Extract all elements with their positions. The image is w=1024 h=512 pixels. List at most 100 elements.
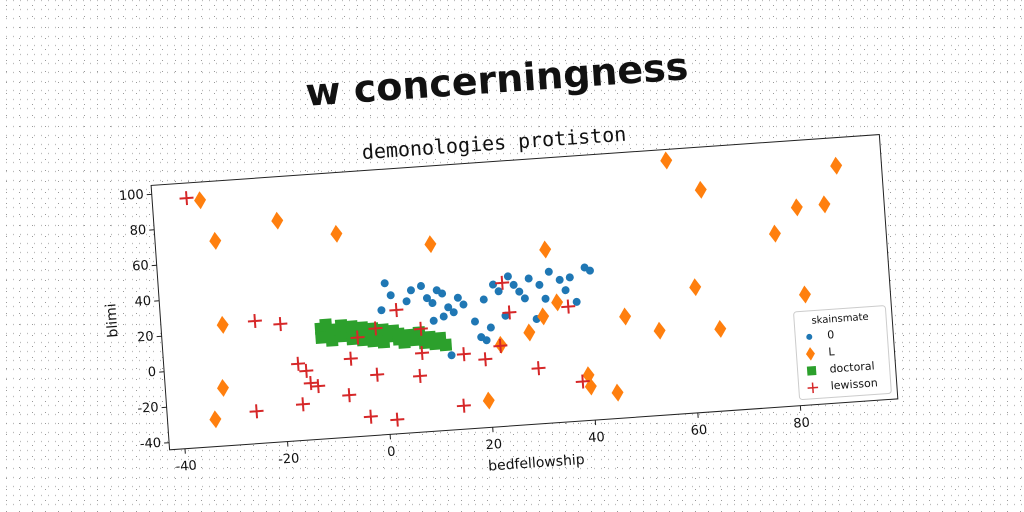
point (660, 151, 673, 170)
y-tick-label: -40 (139, 436, 161, 452)
point (714, 319, 727, 338)
point (299, 363, 314, 378)
point (303, 376, 318, 391)
point (694, 180, 707, 199)
point (798, 285, 811, 304)
point (768, 224, 781, 243)
point (439, 338, 453, 352)
point (439, 312, 448, 321)
point (482, 391, 495, 410)
point (216, 315, 229, 334)
point (478, 352, 493, 367)
point (523, 323, 536, 342)
point (389, 302, 404, 318)
point (368, 321, 383, 336)
legend-marker (807, 382, 819, 394)
point (561, 286, 570, 295)
point (551, 293, 564, 312)
x-axis-label: bedfellowship (488, 452, 586, 475)
point (449, 308, 458, 317)
point (456, 398, 471, 413)
point (406, 286, 415, 295)
point (315, 331, 328, 344)
point (179, 191, 194, 206)
x-tick-label: 40 (588, 430, 606, 446)
point (422, 294, 431, 303)
point (544, 267, 553, 276)
point (541, 294, 550, 303)
point (689, 278, 702, 297)
point (343, 351, 358, 366)
point (459, 300, 468, 309)
chart-title: w concerningness (304, 44, 690, 115)
point (291, 356, 306, 371)
point (495, 275, 510, 290)
point (790, 198, 803, 217)
point (416, 282, 425, 291)
point (273, 316, 288, 332)
point (311, 379, 326, 394)
point (494, 287, 503, 296)
point (515, 287, 524, 296)
point (271, 211, 284, 230)
point (537, 307, 550, 326)
y-tick-label: 40 (134, 294, 152, 310)
point (247, 313, 262, 329)
plot-frame (150, 133, 899, 451)
point (493, 338, 508, 353)
point (350, 330, 365, 345)
point (377, 306, 386, 315)
point (503, 272, 512, 281)
point (509, 280, 518, 289)
point (447, 351, 456, 360)
point (390, 412, 405, 427)
point (489, 280, 498, 289)
point (830, 156, 843, 175)
x-tick-label: 60 (690, 423, 708, 439)
point (209, 410, 222, 429)
point (555, 275, 564, 284)
point (386, 291, 395, 300)
point (429, 316, 438, 325)
point (370, 367, 385, 382)
point (619, 307, 632, 326)
point (380, 279, 389, 288)
y-tick-label: 80 (129, 223, 147, 239)
legend-box (793, 305, 892, 401)
y-axis-label: blimi (103, 303, 121, 338)
point (363, 409, 378, 424)
x-tick-label: 0 (387, 445, 396, 461)
point (438, 289, 447, 298)
point (539, 240, 552, 259)
legend-title: skainsmate (811, 312, 869, 327)
point (585, 266, 594, 275)
point (330, 224, 343, 243)
point (402, 297, 411, 306)
point (194, 191, 207, 210)
x-tick-label: 80 (793, 416, 811, 432)
y-tick-label: 0 (147, 365, 156, 381)
point (428, 299, 437, 308)
point (575, 374, 590, 389)
point (531, 361, 546, 376)
point (565, 273, 574, 282)
y-tick-label: 20 (137, 329, 155, 345)
point (217, 378, 229, 397)
point (482, 336, 491, 345)
point (325, 333, 339, 347)
point (453, 293, 462, 302)
y-tick-label: 60 (132, 258, 150, 274)
legend-marker (806, 366, 817, 376)
point (249, 404, 264, 419)
point (486, 323, 495, 332)
y-tick-label: 100 (118, 187, 144, 204)
point (535, 280, 544, 289)
point (424, 235, 437, 254)
legend-label: 0 (827, 328, 835, 341)
point (209, 231, 222, 250)
plot: demonologies protiston bedfellowship bli… (103, 122, 899, 475)
legend-marker (806, 333, 813, 340)
point (479, 295, 488, 304)
